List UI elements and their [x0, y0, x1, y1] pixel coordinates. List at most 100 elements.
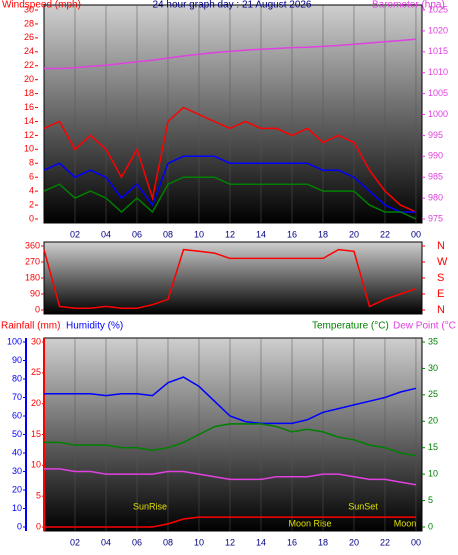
y2-tick-label: 980 — [428, 192, 443, 202]
x-tick-label: 08 — [163, 537, 173, 547]
x-tick-label: 12 — [225, 229, 235, 239]
y-tick-label: 24 — [24, 46, 34, 56]
series-line — [43, 106, 417, 213]
y2-tick-label: 1015 — [428, 46, 448, 56]
y3-tick-label: 50 — [12, 429, 22, 439]
annotation: Moon — [394, 518, 417, 528]
y-tick-label: 26 — [24, 32, 34, 42]
y2-tick-label: 990 — [428, 151, 443, 161]
y-tick-label: 30 — [24, 4, 34, 14]
y3-tick-label: 60 — [12, 410, 22, 420]
y-tick-label: 10 — [31, 460, 41, 470]
y-tick-label: 0 — [36, 521, 41, 531]
x-tick-label: 14 — [256, 229, 266, 239]
y3-tick-label: 20 — [12, 484, 22, 494]
x-tick-label: 00 — [411, 537, 421, 547]
y2-tick-label: 1020 — [428, 25, 448, 35]
y-tick-label: 28 — [24, 18, 34, 28]
y2-tick-label: 1025 — [428, 4, 448, 14]
series-line — [43, 155, 416, 213]
annotation: SunRise — [133, 501, 167, 511]
y-tick-label: 0 — [29, 213, 34, 223]
y2-tick-label: 20 — [428, 416, 438, 426]
y3-tick-label: 30 — [12, 466, 22, 476]
x-tick-label: 20 — [349, 537, 359, 547]
x-tick-label: 04 — [101, 229, 111, 239]
y-axis-title: Windspeed (mph) — [2, 0, 81, 11]
plot-area — [43, 241, 423, 315]
x-tick-label: 08 — [163, 229, 173, 239]
x-tick-label: 12 — [225, 537, 235, 547]
annotation: Moon Rise — [288, 518, 331, 528]
x-tick-label: 02 — [70, 537, 80, 547]
y-tick-label: 8 — [29, 158, 34, 168]
x-tick-label: 16 — [287, 537, 297, 547]
y3-tick-label: 10 — [12, 503, 22, 513]
y3-tick-label: 80 — [12, 373, 22, 383]
y-tick-label: 4 — [29, 186, 34, 196]
y2-tick-label: 1000 — [428, 109, 448, 119]
legend-label: Rainfall (mm) — [1, 321, 60, 332]
y2-tick-label: 25 — [428, 389, 438, 399]
legend-label: Humidity (%) — [66, 321, 123, 332]
y2-tick-label: 10 — [428, 469, 438, 479]
y2-tick-label: 975 — [428, 213, 443, 223]
x-tick-label: 14 — [256, 537, 266, 547]
plot-area — [43, 4, 423, 224]
y-tick-label: 270 — [25, 256, 40, 266]
x-tick-label: 00 — [411, 229, 421, 239]
y-tick-label: 360 — [25, 240, 40, 250]
y-tick-label: 5 — [36, 491, 41, 501]
y2-tick-label: 5 — [428, 495, 433, 505]
y2-tick-label: 0 — [428, 521, 433, 531]
y3-tick-label: 100 — [7, 336, 22, 346]
y-tick-label: 0 — [35, 304, 40, 314]
series-line — [44, 423, 417, 457]
y3-tick-label: 70 — [12, 392, 22, 402]
x-tick-label: 22 — [380, 537, 390, 547]
y2-tick-label: 30 — [428, 363, 438, 373]
plot-area — [43, 337, 423, 532]
y2-tick-label: 15 — [428, 442, 438, 452]
y-tick-label: 90 — [30, 288, 40, 298]
y2-tick-label: 985 — [428, 172, 443, 182]
y-tick-label: 10 — [24, 144, 34, 154]
series-line — [44, 376, 417, 425]
x-tick-label: 06 — [132, 537, 142, 547]
y-tick-label: 20 — [24, 74, 34, 84]
y2-tick-label: 1005 — [428, 88, 448, 98]
y-tick-label: 20 — [31, 398, 41, 408]
y2-tick-label: N — [437, 240, 445, 252]
y-tick-label: 25 — [31, 367, 41, 377]
x-tick-label: 18 — [318, 229, 328, 239]
y2-tick-label: S — [437, 272, 444, 284]
y-tick-label: 14 — [24, 116, 34, 126]
series-line — [44, 38, 417, 70]
x-tick-label: 06 — [132, 229, 142, 239]
y-tick-label: 15 — [31, 429, 41, 439]
y-tick-label: 12 — [24, 130, 34, 140]
y-tick-label: 2 — [29, 199, 34, 209]
x-tick-label: 10 — [194, 229, 204, 239]
x-tick-label: 02 — [70, 229, 80, 239]
series-line — [44, 468, 417, 486]
annotation: SunSet — [348, 501, 378, 511]
y2-tick-label: E — [437, 288, 444, 300]
x-tick-label: 18 — [318, 537, 328, 547]
series-line — [43, 248, 417, 309]
y2-tick-label: 35 — [428, 336, 438, 346]
y2-axis-title: Barometer (hpa) — [372, 0, 445, 11]
x-tick-label: 16 — [287, 229, 297, 239]
y3-tick-label: 40 — [12, 447, 22, 457]
y-tick-label: 18 — [24, 88, 34, 98]
x-tick-label: 22 — [380, 229, 390, 239]
x-tick-label: 10 — [194, 537, 204, 547]
y-tick-label: 30 — [31, 336, 41, 346]
y3-tick-label: 0 — [17, 521, 22, 531]
y-tick-label: 16 — [24, 102, 34, 112]
y2-tick-label: 995 — [428, 130, 443, 140]
y3-tick-label: 90 — [12, 355, 22, 365]
y2-tick-label: N — [437, 304, 445, 316]
legend-label: Temperature (°C) — [312, 321, 389, 332]
